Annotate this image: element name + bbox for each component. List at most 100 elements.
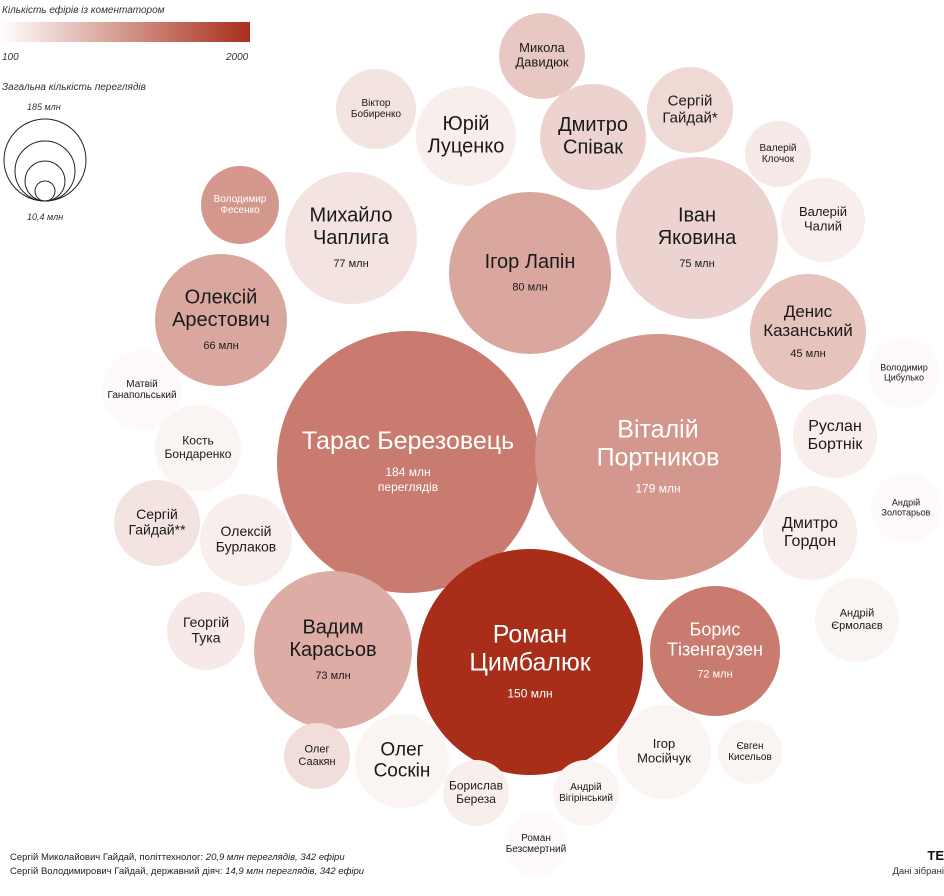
bubble-name-line: Цимбалюк	[469, 649, 591, 677]
bubble-name-line: Тука	[192, 629, 221, 645]
bubble-views-label: 45 млн	[790, 348, 825, 360]
bubble-name-line: Дмитро	[782, 515, 838, 532]
size-min-label: 10,4 млн	[27, 212, 63, 222]
bubble-views-label: 75 млн	[679, 258, 714, 270]
color-max-label: 2000	[226, 52, 249, 63]
bubble-name-line: Клочок	[762, 154, 795, 165]
bubble-views-label: 73 млн	[315, 670, 350, 682]
bubble-name-line: Гайдай*	[662, 109, 717, 126]
bubble-circle	[504, 812, 568, 876]
bubble-name-line: Луценко	[428, 135, 505, 157]
brand-logo-text: ТЕ	[927, 848, 944, 863]
bubble-3: Ігор Лапін 80 млн	[449, 192, 611, 354]
bubble-circle	[535, 334, 781, 580]
bubble-name-line: Арестович	[172, 309, 270, 331]
bubble-name-line: Цибулько	[884, 372, 924, 382]
bubble-circle	[277, 331, 539, 593]
bubble-name-line: Бобиренко	[351, 108, 402, 120]
bubble-name-line: Гайдай**	[128, 521, 186, 537]
bubble-name-line: Сергій	[668, 93, 713, 110]
footnote-1-detail: 20,9 млн переглядів, 342 ефіри	[205, 852, 345, 863]
bubble-name-line: Мосійчук	[637, 751, 691, 766]
bubble-name-line: Сергій	[136, 506, 178, 522]
bubble-circle	[285, 172, 417, 304]
footnote-1-name: Сергій Миколайович Гайдай, політтехнолог…	[10, 852, 204, 863]
bubble-name-line: Золотарьов	[882, 507, 931, 517]
bubble-name-line: Чалий	[804, 219, 842, 234]
bubble-circle	[617, 705, 711, 799]
bubble-name-line: Юрій	[443, 113, 490, 135]
bubble-circle	[650, 586, 780, 716]
bubble-circle	[336, 69, 416, 149]
size-legend-title: Загальна кількість переглядів	[2, 82, 146, 93]
bubble-name-line: Микола	[519, 40, 565, 55]
bubble-views-label: 179 млн	[635, 482, 680, 496]
bubble-name-line: Георгій	[183, 614, 229, 630]
bubble-circle	[201, 166, 279, 244]
bubble-name-line: Олег	[305, 744, 330, 756]
footnotes: Сергій Миколайович Гайдай, політтехнолог…	[10, 851, 364, 879]
bubble-name-line: Віталій	[617, 416, 698, 444]
bubble-name-line: Денис	[784, 302, 833, 321]
bubble-name-line: Володимир	[880, 362, 927, 372]
bubble-name-line: Матвій	[126, 379, 157, 390]
bubble-views-label: 184 млн	[385, 465, 430, 479]
bubble-views-label: переглядів	[378, 480, 438, 494]
bubble-name-line: Валерій	[760, 143, 797, 154]
bubble-name-line: Валерій	[799, 204, 847, 219]
bubble-circle	[750, 274, 866, 390]
color-gradient-bar	[0, 22, 250, 42]
bubble-name-line: Карасьов	[289, 639, 376, 661]
bubble-circle	[647, 67, 733, 153]
bubble-circle	[499, 13, 585, 99]
bubble-name-line: Бурлаков	[216, 538, 277, 554]
bubble-circle	[355, 714, 449, 808]
bubble-name-line: Роман	[521, 833, 551, 844]
bubble-name-line: Кость	[182, 433, 213, 447]
bubble-circle	[155, 405, 241, 491]
source-note: Дані зібрані	[892, 866, 944, 877]
bubble-name-line: Вігірінський	[559, 793, 613, 804]
bubble-circle	[616, 157, 778, 319]
bubble-name-line: Гордон	[784, 533, 836, 550]
color-legend-title: Кількість ефірів із коментатором	[2, 5, 165, 16]
bubble-name-line: Ігор Лапін	[485, 251, 576, 273]
bubble-circle	[114, 480, 200, 566]
bubble-name-line: Єрмолаєв	[831, 620, 883, 632]
bubble-name-line: Безсмертний	[506, 844, 566, 855]
bubble-circle	[443, 760, 509, 826]
bubble-circle	[815, 578, 899, 662]
bubble-name-line: Олексій	[221, 523, 272, 539]
bubble-circle	[155, 254, 287, 386]
bubble-circle	[745, 121, 811, 187]
bubble-name-line: Євген	[736, 741, 763, 752]
bubble-name-line: Вадим	[302, 617, 363, 639]
bubble-name-line: Яковина	[658, 227, 737, 249]
bubble-circle	[167, 592, 245, 670]
bubble-name-line: Портников	[597, 444, 720, 472]
bubble-circle	[102, 350, 182, 430]
bubble-name-line: Співак	[563, 136, 623, 158]
footnote-1: Сергій Миколайович Гайдай, політтехнолог…	[10, 851, 364, 865]
bubble-circle	[540, 84, 646, 190]
